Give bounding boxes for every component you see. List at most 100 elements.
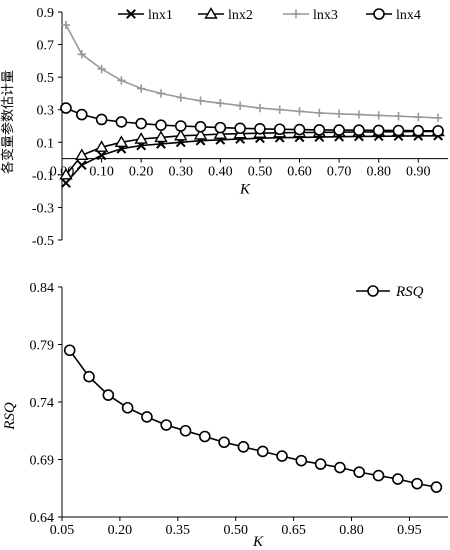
x-tick-label: 0.80 — [366, 165, 391, 180]
y-tick-label: 0.79 — [30, 339, 55, 354]
legend-label: lnx2 — [228, 8, 253, 23]
data-point — [392, 124, 405, 137]
x-tick-label: 0.50 — [223, 523, 248, 538]
legend-label: RSQ — [395, 284, 424, 300]
data-point — [94, 140, 109, 152]
y-tick-label: -0.3 — [32, 201, 54, 216]
data-point — [411, 477, 423, 490]
y-tick-label: 0.5 — [37, 71, 55, 86]
x-tick-label: 0.10 — [89, 165, 114, 180]
y-tick-label: 0.1 — [37, 136, 55, 151]
data-point — [334, 109, 344, 118]
data-point — [193, 128, 208, 140]
data-point — [77, 50, 86, 59]
data-point — [353, 466, 366, 478]
x-tick-label: 0.80 — [339, 523, 364, 538]
data-point — [174, 120, 187, 132]
data-point — [430, 481, 443, 493]
data-point — [255, 103, 265, 113]
data-point — [196, 96, 205, 105]
x-tick-label: 0.20 — [108, 523, 133, 538]
x-tick-label: 0.70 — [327, 165, 352, 180]
data-point — [295, 107, 304, 116]
data-point — [60, 102, 72, 114]
data-point — [63, 344, 76, 357]
legend-label: lnx3 — [313, 8, 338, 23]
data-point — [314, 458, 327, 470]
data-point — [174, 128, 188, 141]
data-point — [83, 370, 95, 383]
y-tick-label: 0.64 — [30, 511, 55, 526]
x-tick-label: 0.90 — [406, 165, 431, 180]
series-line — [69, 349, 437, 488]
x-tick-label: 0.60 — [287, 165, 312, 180]
panel-rsq: 0.64 0.69 0.74 0.79 0.84 0.05 0.20 0.35 0.50 0.65… — [2, 281, 448, 550]
data-point — [61, 178, 71, 188]
data-point — [214, 121, 227, 134]
series-RSQ — [63, 344, 443, 493]
data-point — [394, 112, 403, 121]
legend-marker — [204, 7, 218, 19]
legend-marker — [373, 8, 385, 20]
y-tick-label: 0.74 — [30, 396, 55, 411]
data-point — [237, 441, 250, 453]
x-tick-label: 0.05 — [50, 523, 75, 538]
data-point — [136, 84, 146, 93]
panel-estimates: -0.5-0.3-0.10.10.30.50.70.90.00 0.10 0.20 0… — [0, 6, 448, 249]
data-point — [115, 116, 128, 128]
y-axis-label: RSQ — [2, 402, 18, 431]
x-tick-label: 0.95 — [397, 523, 422, 538]
data-point — [117, 76, 126, 85]
data-point — [235, 101, 245, 110]
data-point — [333, 124, 345, 136]
data-point — [275, 105, 284, 114]
y-tick-label: -0.5 — [32, 234, 54, 249]
data-point — [293, 123, 306, 136]
x-tick-label: 0.20 — [129, 165, 154, 180]
data-point — [75, 148, 89, 161]
series-line — [65, 24, 439, 119]
data-point — [254, 122, 266, 135]
legend-marker — [291, 9, 301, 19]
data-point — [156, 89, 166, 98]
data-point — [414, 112, 423, 122]
data-point — [276, 450, 288, 462]
data-point — [155, 119, 167, 131]
x-axis-label: K — [239, 182, 251, 198]
x-axis-label: K — [252, 534, 264, 550]
data-point — [234, 122, 246, 135]
data-point — [121, 401, 134, 414]
x-tick-label: 0.30 — [169, 165, 194, 180]
data-point — [141, 411, 153, 423]
data-point — [354, 110, 364, 119]
data-point — [412, 124, 425, 137]
data-point — [61, 20, 71, 30]
data-point — [313, 124, 326, 136]
data-point — [75, 108, 88, 121]
legend: lnx1 lnx2 lnx3 lnx4 — [118, 7, 421, 23]
data-point — [372, 469, 385, 482]
data-point — [76, 160, 87, 170]
y-tick-label: 0.7 — [37, 39, 55, 54]
y-tick-label: 0.69 — [30, 454, 55, 469]
y-tick-label: 0.9 — [37, 6, 55, 21]
y-axis-label: 各变量参数估计量 — [0, 70, 16, 174]
legend-label: lnx4 — [396, 8, 421, 23]
legend-label: lnx1 — [148, 8, 173, 23]
legend-marker — [367, 285, 379, 297]
data-point — [199, 430, 211, 443]
data-point — [194, 121, 207, 133]
data-point — [374, 111, 383, 120]
legend-marker — [126, 9, 136, 19]
data-point — [134, 132, 148, 144]
data-point — [372, 124, 385, 137]
data-point — [59, 167, 73, 180]
x-tick-label: 0.40 — [208, 165, 233, 180]
x-tick-label: 0.65 — [281, 523, 306, 538]
x-tick-label: 0.35 — [166, 523, 191, 538]
data-point — [96, 150, 107, 161]
data-point — [135, 117, 147, 130]
data-point — [154, 130, 168, 143]
data-point — [179, 424, 192, 437]
